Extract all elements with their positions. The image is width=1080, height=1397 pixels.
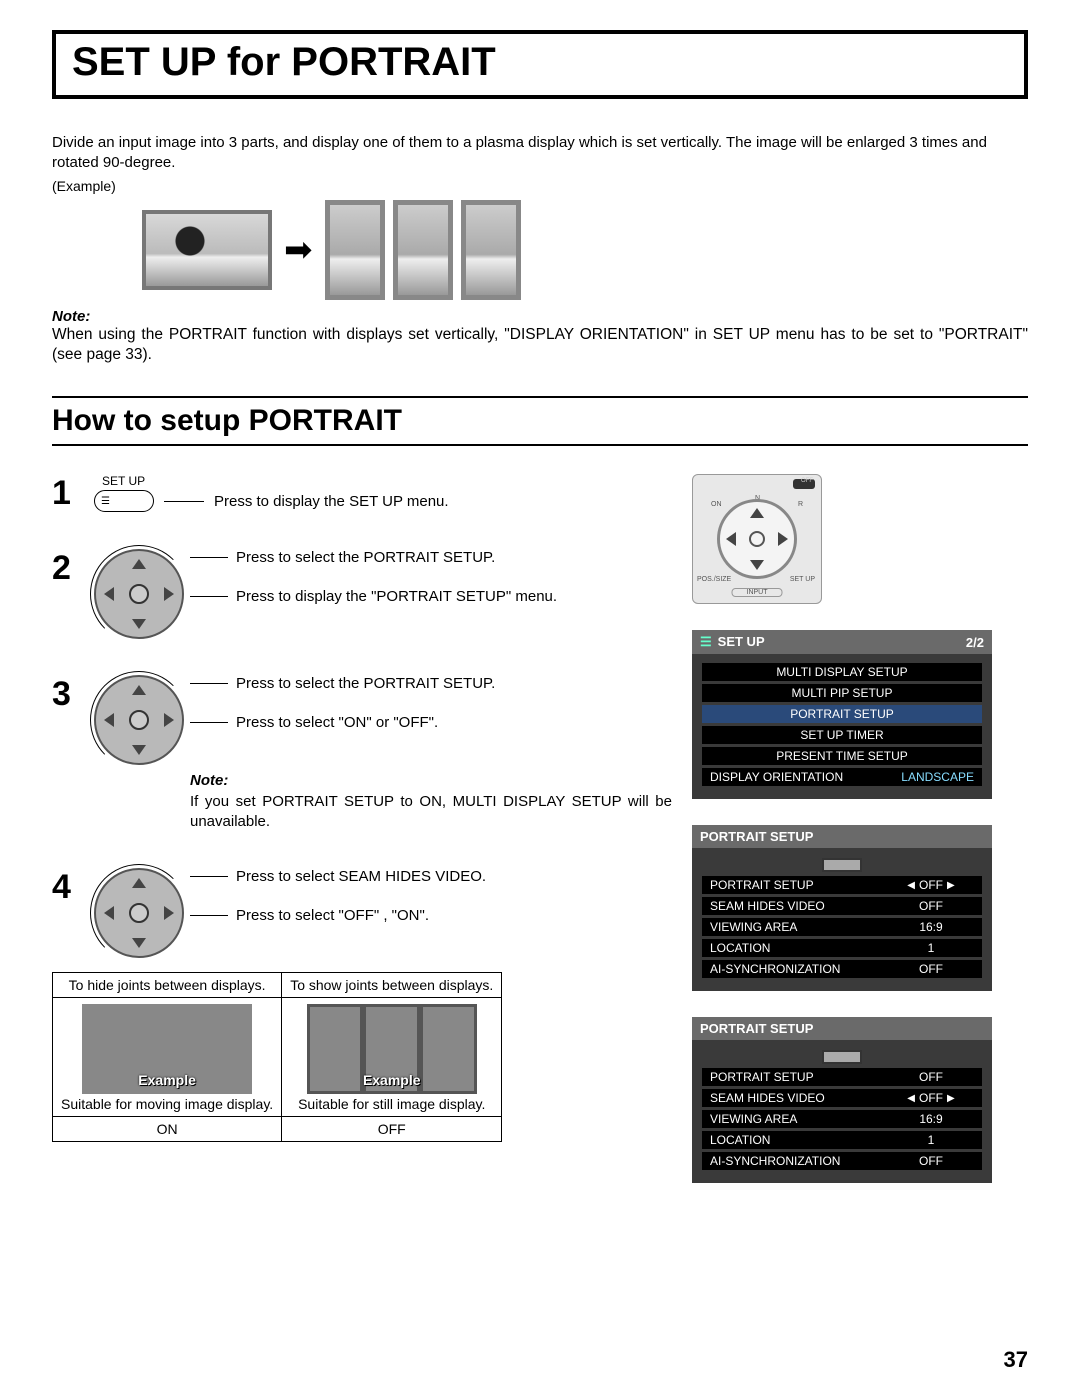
step-3-line-1: Press to select the PORTRAIT SETUP. <box>236 675 495 692</box>
portrait-panel-2 <box>393 200 453 300</box>
osd-portrait-row: VIEWING AREA16:9 <box>702 918 982 936</box>
note-label: Note: <box>52 308 1028 325</box>
step-2-line-1: Press to select the PORTRAIT SETUP. <box>236 549 495 566</box>
step-2-line-2: Press to display the "PORTRAIT SETUP" me… <box>236 588 557 605</box>
show-header: To show joints between displays. <box>282 973 502 998</box>
seam-show-image: Example <box>307 1004 477 1094</box>
section-heading: How to setup PORTRAIT <box>52 404 1028 438</box>
step-2: 2 Press to select the PORTRAIT SETUP. Pr… <box>52 549 672 639</box>
step-1-text: Press to display the SET UP menu. <box>214 493 449 510</box>
step-1: 1 SET UP Press to display the SET UP men… <box>52 474 672 513</box>
on-label: ON <box>53 1117 282 1142</box>
hide-header: To hide joints between displays. <box>53 973 282 998</box>
note-text: When using the PORTRAIT function with di… <box>52 325 1028 367</box>
connector-line <box>164 501 204 502</box>
osd-portrait-row: SEAM HIDES VIDEO◀OFF▶ <box>702 1089 982 1107</box>
seam-hide-image: Example <box>82 1004 252 1094</box>
step-number: 4 <box>52 868 80 958</box>
osd-setup-item: MULTI PIP SETUP <box>702 684 982 702</box>
intro-paragraph: Divide an input image into 3 parts, and … <box>52 133 1028 174</box>
osd-portrait-row: LOCATION1 <box>702 939 982 957</box>
example-images: ➡ <box>142 200 1028 300</box>
page-title-box: SET UP for PORTRAIT <box>52 30 1028 99</box>
step-4: 4 Press to select SEAM HIDES VIDEO. Pres… <box>52 868 672 958</box>
osd-portrait-row: PORTRAIT SETUPOFF <box>702 1068 982 1086</box>
step-4-line-2: Press to select "OFF" , "ON". <box>236 907 429 924</box>
osd-portrait-menu-2: PORTRAIT SETUP PORTRAIT SETUPOFF SEAM HID… <box>692 1017 992 1183</box>
remote-diagram: ON N R POS./SIZE SET UP INPUT <box>692 474 822 604</box>
section-header: How to setup PORTRAIT <box>52 396 1028 446</box>
osd-portrait-row: AI-SYNCHRONIZATIONOFF <box>702 1152 982 1170</box>
osd-thumbnail-icon <box>822 1050 862 1064</box>
osd-portrait-row: SEAM HIDES VIDEOOFF <box>702 897 982 915</box>
landscape-example-image <box>142 210 272 290</box>
step-number: 2 <box>52 549 80 639</box>
osd-setup-item: PORTRAIT SETUP <box>702 705 982 723</box>
osd-portrait-row: PORTRAIT SETUP◀OFF▶ <box>702 876 982 894</box>
page-title: SET UP for PORTRAIT <box>72 40 1008 85</box>
step-number: 3 <box>52 675 80 832</box>
example-label: (Example) <box>52 178 1028 194</box>
seam-comparison-table: To hide joints between displays. To show… <box>52 972 502 1142</box>
osd-setup-item: MULTI DISPLAY SETUP <box>702 663 982 681</box>
osd-portrait-menu-1: PORTRAIT SETUP PORTRAIT SETUP◀OFF▶ SEAM H… <box>692 825 992 991</box>
osd-setup-item: PRESENT TIME SETUP <box>702 747 982 765</box>
osd-setup-menu: SET UP 2/2 MULTI DISPLAY SETUP MULTI PIP … <box>692 630 992 799</box>
step-3-line-2: Press to select "ON" or "OFF". <box>236 714 438 731</box>
show-cell: Example Suitable for still image display… <box>282 998 502 1117</box>
show-subtitle: Suitable for still image display. <box>290 1096 493 1112</box>
right-column: ON N R POS./SIZE SET UP INPUT SET UP 2/2… <box>692 474 1012 1183</box>
portrait-split-images <box>325 200 521 300</box>
osd-portrait-row: VIEWING AREA16:9 <box>702 1110 982 1128</box>
page-number: 37 <box>1004 1347 1028 1373</box>
osd-thumbnail-icon <box>822 858 862 872</box>
dpad-icon <box>94 549 184 639</box>
osd-setup-item: SET UP TIMER <box>702 726 982 744</box>
portrait-panel-1 <box>325 200 385 300</box>
setup-button-icon <box>94 490 154 512</box>
osd-portrait2-title: PORTRAIT SETUP <box>692 1017 992 1040</box>
steps-column: 1 SET UP Press to display the SET UP men… <box>52 474 672 1183</box>
step-3-note-label: Note: <box>190 772 228 789</box>
step-number: 1 <box>52 474 80 513</box>
hide-cell: Example Suitable for moving image displa… <box>53 998 282 1117</box>
step-4-line-1: Press to select SEAM HIDES VIDEO. <box>236 868 486 885</box>
hide-subtitle: Suitable for moving image display. <box>61 1096 273 1112</box>
osd-setup-orientation: DISPLAY ORIENTATIONLANDSCAPE <box>702 768 982 786</box>
osd-portrait-row: LOCATION1 <box>702 1131 982 1149</box>
off-label: OFF <box>282 1117 502 1142</box>
dpad-icon <box>94 868 184 958</box>
setup-button-label: SET UP <box>102 474 672 488</box>
osd-setup-title: SET UP <box>700 634 765 650</box>
step-3: 3 Press to select the PORTRAIT SETUP. Pr… <box>52 675 672 832</box>
arrow-icon: ➡ <box>284 230 313 270</box>
osd-setup-page: 2/2 <box>966 635 984 650</box>
dpad-icon <box>94 675 184 765</box>
step-3-note: If you set PORTRAIT SETUP to ON, MULTI D… <box>190 793 672 830</box>
osd-portrait-row: AI-SYNCHRONIZATIONOFF <box>702 960 982 978</box>
portrait-panel-3 <box>461 200 521 300</box>
osd-portrait1-title: PORTRAIT SETUP <box>692 825 992 848</box>
